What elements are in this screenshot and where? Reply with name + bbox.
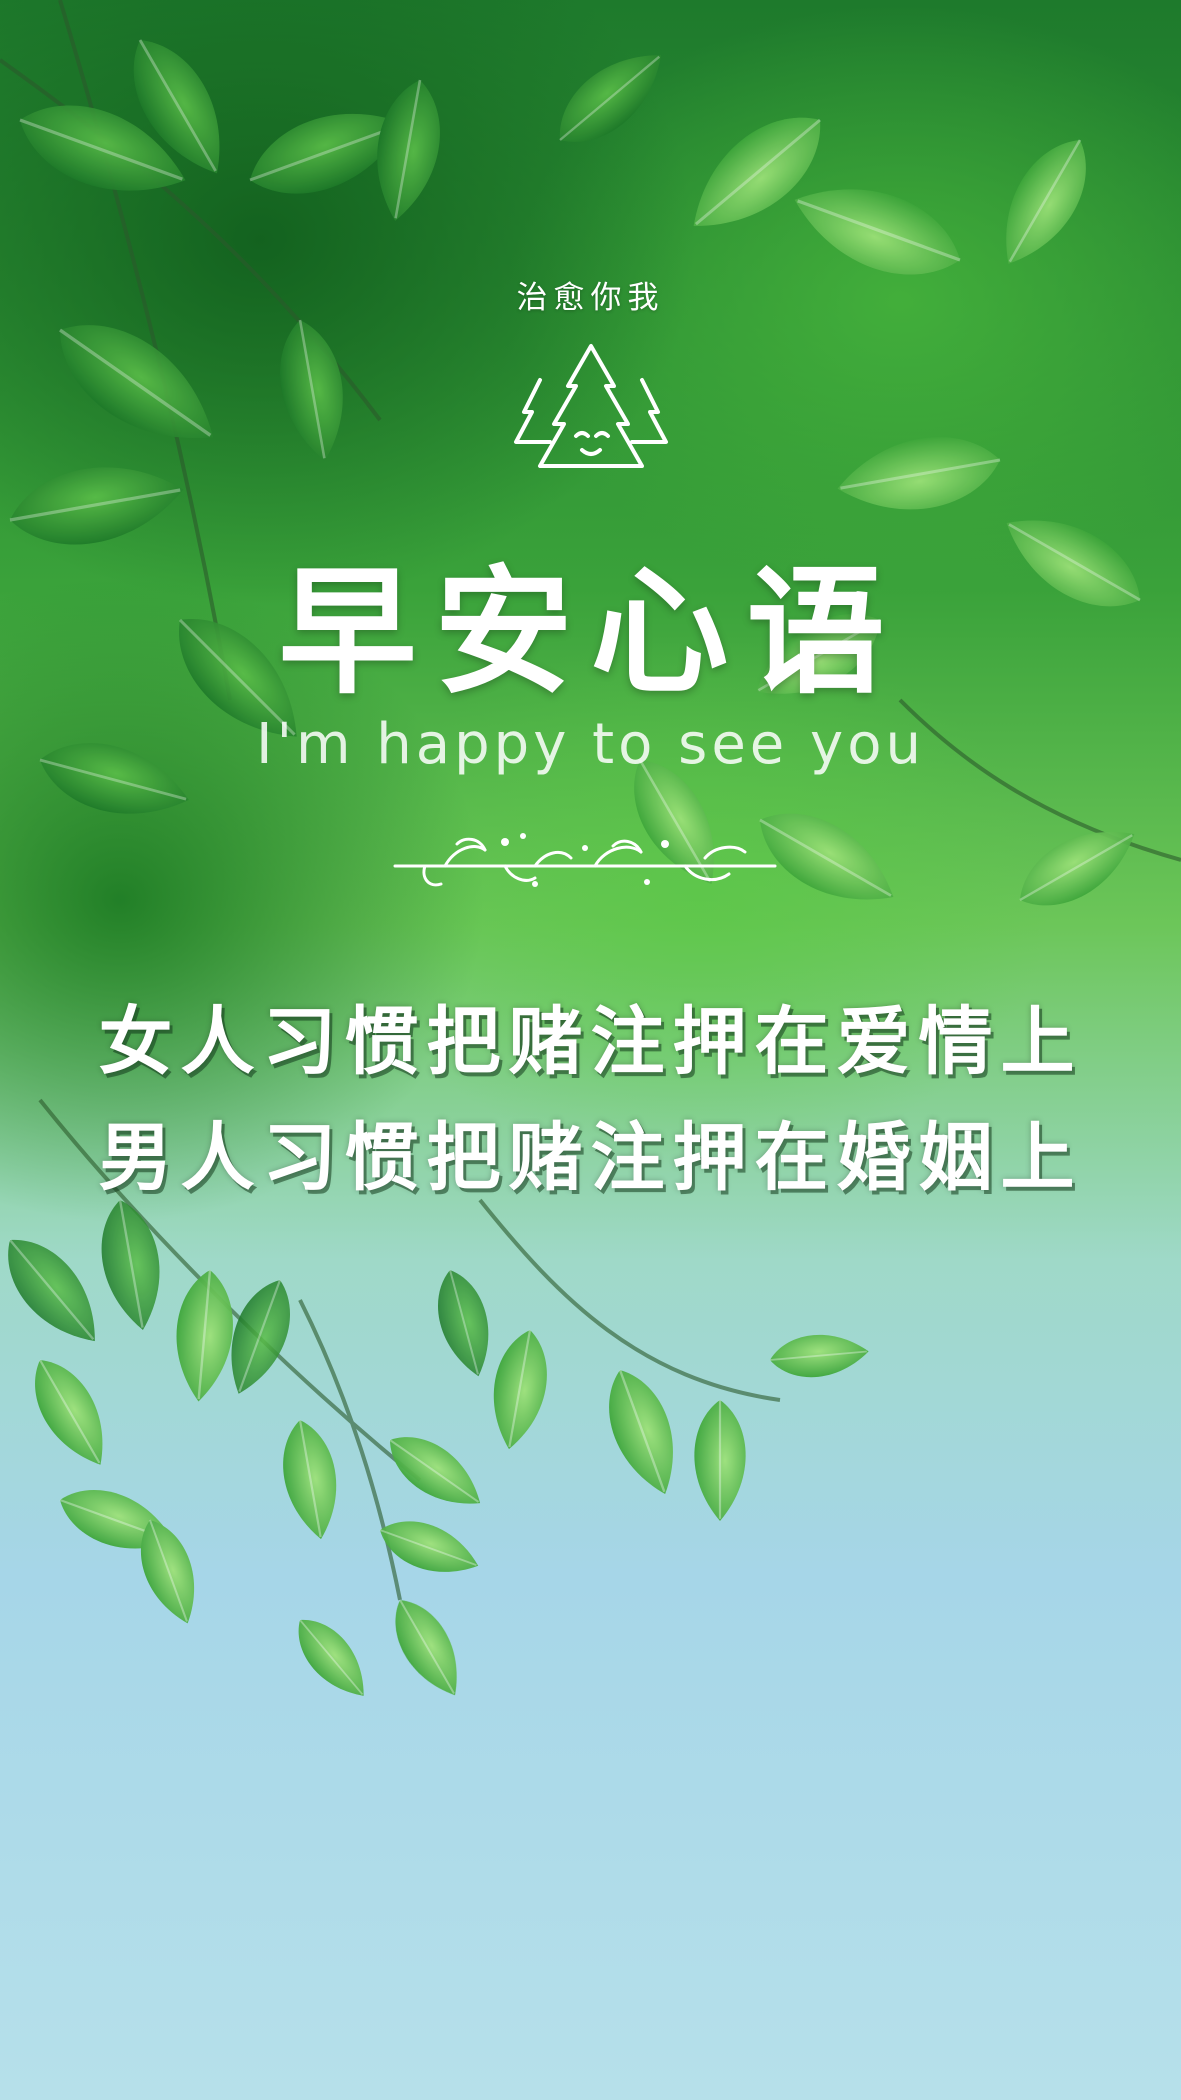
main-title: 早安心语: [278, 552, 903, 713]
quote-line-2: 男人习惯把赌注押在婚姻上: [98, 1115, 1083, 1201]
quote-line-1: 女人习惯把赌注押在爱情上: [98, 999, 1083, 1085]
leaf-canopy-background: [0, 0, 1181, 1711]
subtitle: I'm happy to see you: [256, 712, 925, 777]
smiling-pine-trees-icon: [514, 344, 668, 468]
leaf-vine-divider-icon: [393, 833, 777, 887]
tagline: 治愈你我: [516, 280, 665, 316]
